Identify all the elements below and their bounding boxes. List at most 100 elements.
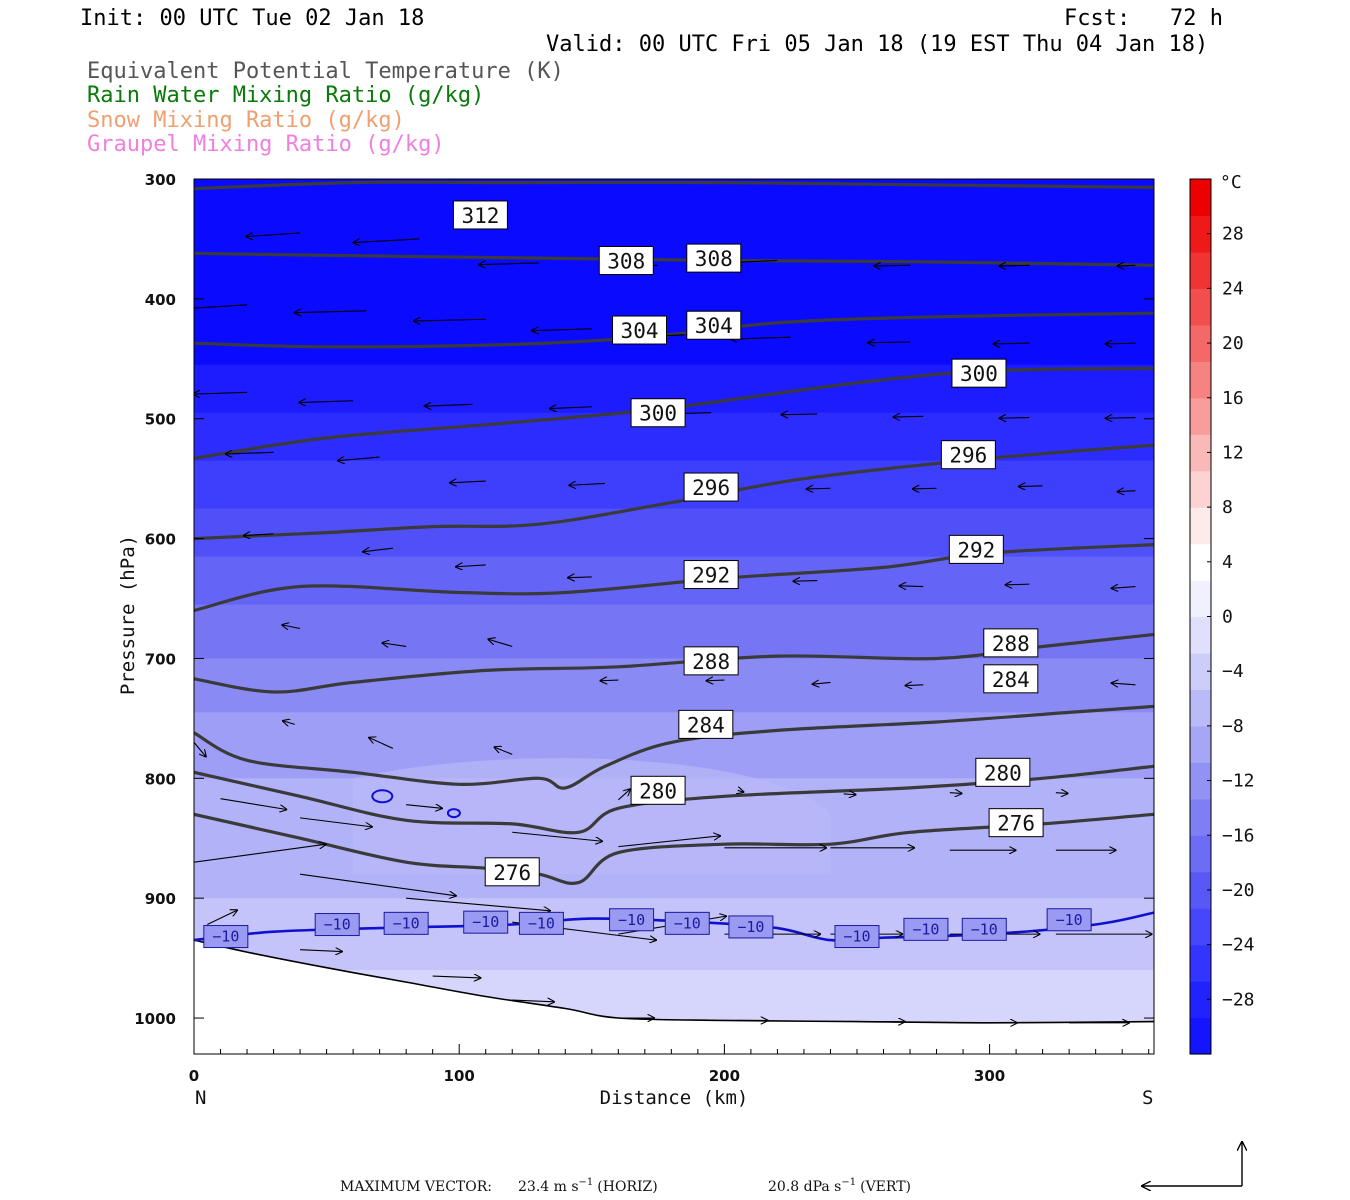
contour-labels: 312 308 308 304 304 300 300 296 296 292 292 288 288 2…	[203, 200, 1092, 949]
colorbar-swatch	[1190, 871, 1211, 909]
temperature-label-text: −10	[472, 913, 499, 931]
colorbar-tick-label: −8	[1222, 716, 1244, 737]
theta-e-label-text: 296	[949, 444, 987, 468]
wind-vector	[1005, 584, 1030, 585]
theta-e-label-text: 292	[957, 538, 995, 562]
theta-e-label-text: 300	[960, 362, 998, 386]
wind-vector	[406, 805, 442, 809]
temperature-label-box	[314, 913, 360, 937]
theta-e-label-box	[598, 246, 654, 276]
wind-vector	[1105, 418, 1136, 419]
wind-vector	[1111, 683, 1136, 685]
temperature-label-box	[834, 925, 880, 949]
theta-e-label-box	[484, 857, 540, 887]
wind-vector	[905, 685, 924, 686]
wind-vector	[300, 817, 372, 827]
wind-vector	[244, 534, 274, 536]
wind-vector	[479, 263, 539, 265]
wind-vector	[569, 483, 606, 485]
temperature-label-box	[383, 911, 429, 935]
reference-vector-icon	[1142, 1142, 1242, 1186]
temperature-label-text: −10	[737, 918, 764, 936]
wind-vector	[874, 265, 911, 266]
theta-e-label-text: 276	[997, 812, 1035, 836]
wind-vector	[207, 910, 237, 926]
plot-frame	[193, 178, 1155, 1055]
theta-e-label-box	[948, 534, 1004, 564]
temperature-label: −10	[728, 915, 774, 939]
wind-vector	[618, 836, 720, 848]
y-tick-label: 800	[145, 770, 176, 788]
wind-vector	[456, 565, 486, 567]
terrain-line	[194, 939, 1154, 1024]
wind-vector	[1019, 486, 1043, 487]
wind-vector	[488, 639, 513, 647]
forecast-hour: Fcst: 72 h	[1064, 6, 1223, 31]
wind-vector	[353, 239, 420, 243]
colorbar-swatch	[1190, 288, 1211, 326]
temperature-label: −10	[664, 911, 710, 935]
theta-e-contour-276	[194, 812, 1154, 885]
wind-vector	[424, 404, 473, 406]
theta-e-label-box	[683, 646, 739, 676]
temperature-label: −10	[314, 913, 360, 937]
theta-e-label-text: 284	[992, 668, 1030, 692]
temperature-label-box	[664, 911, 710, 935]
valid-time: Valid: 00 UTC Fri 05 Jan 18 (19 EST Thu …	[546, 32, 1208, 57]
colorbar-swatch	[1190, 543, 1211, 581]
wind-vector	[1105, 343, 1136, 344]
terrain-fill	[194, 940, 1154, 1054]
end-label-south: S	[1142, 1087, 1153, 1109]
theta-e-label: 292	[948, 534, 1004, 564]
theta-e-label-text: 288	[692, 650, 730, 674]
wind-vector	[226, 452, 274, 454]
temperature-label-text: −10	[618, 911, 645, 929]
theta-e-label-box	[630, 398, 686, 428]
colorbar-swatch	[1190, 361, 1211, 399]
theta-e-label-text: 276	[493, 861, 531, 885]
wind-vector	[1117, 265, 1136, 266]
theta-e-label-text: 304	[695, 314, 733, 338]
max-vector-vert: 20.8 dPa s−1 (VERT)	[768, 1177, 911, 1195]
temperature-label-text: −10	[393, 914, 420, 932]
colorbar-swatch	[1190, 689, 1211, 727]
temperature-label-box	[463, 910, 509, 934]
wind-vector	[382, 643, 407, 647]
colorbar-tick-label: −16	[1222, 825, 1255, 846]
colorbar-tick-label: 24	[1222, 278, 1244, 299]
wind-vector	[194, 742, 206, 756]
temperature-label-box	[609, 908, 655, 932]
theta-e-label: 300	[951, 358, 1007, 388]
x-tick-label: 200	[709, 1067, 740, 1085]
theta-e-label: 292	[683, 560, 739, 590]
theta-e-label: 308	[686, 243, 742, 273]
wind-vector	[568, 577, 592, 578]
temperature-label-box	[1046, 908, 1092, 932]
wind-vector	[1055, 793, 1068, 794]
wind-vector	[793, 581, 818, 582]
colorbar-swatch	[1190, 434, 1211, 472]
temperature-label: −10	[463, 910, 509, 934]
colorbar-tick-label: −12	[1222, 771, 1255, 792]
wind-vector	[414, 319, 486, 321]
field-label-rain: Rain Water Mixing Ratio (g/kg)	[87, 83, 484, 108]
temperature-label-text: −10	[674, 914, 701, 932]
wind-vector	[494, 747, 513, 755]
temperature-label-text: −10	[1056, 911, 1083, 929]
colorbar-tick-label: 8	[1222, 497, 1233, 518]
wind-vector	[913, 488, 937, 489]
shading-band	[194, 556, 1154, 606]
theta-e-label: 304	[612, 315, 668, 345]
x-tick-label: 300	[974, 1067, 1005, 1085]
theta-e-label: 288	[983, 628, 1039, 658]
wind-vector	[1117, 491, 1136, 492]
field-label-graupel: Graupel Mixing Ratio (g/kg)	[87, 132, 445, 157]
colorbar-swatch	[1190, 798, 1211, 836]
x-tick-label: 100	[444, 1067, 475, 1085]
temperature-label-box	[518, 911, 564, 935]
wind-vector	[735, 261, 778, 263]
theta-e-label-box	[951, 358, 1007, 388]
colorbar-swatch	[1190, 762, 1211, 800]
colorbar-swatch	[1190, 652, 1211, 691]
theta-e-label: 300	[630, 398, 686, 428]
